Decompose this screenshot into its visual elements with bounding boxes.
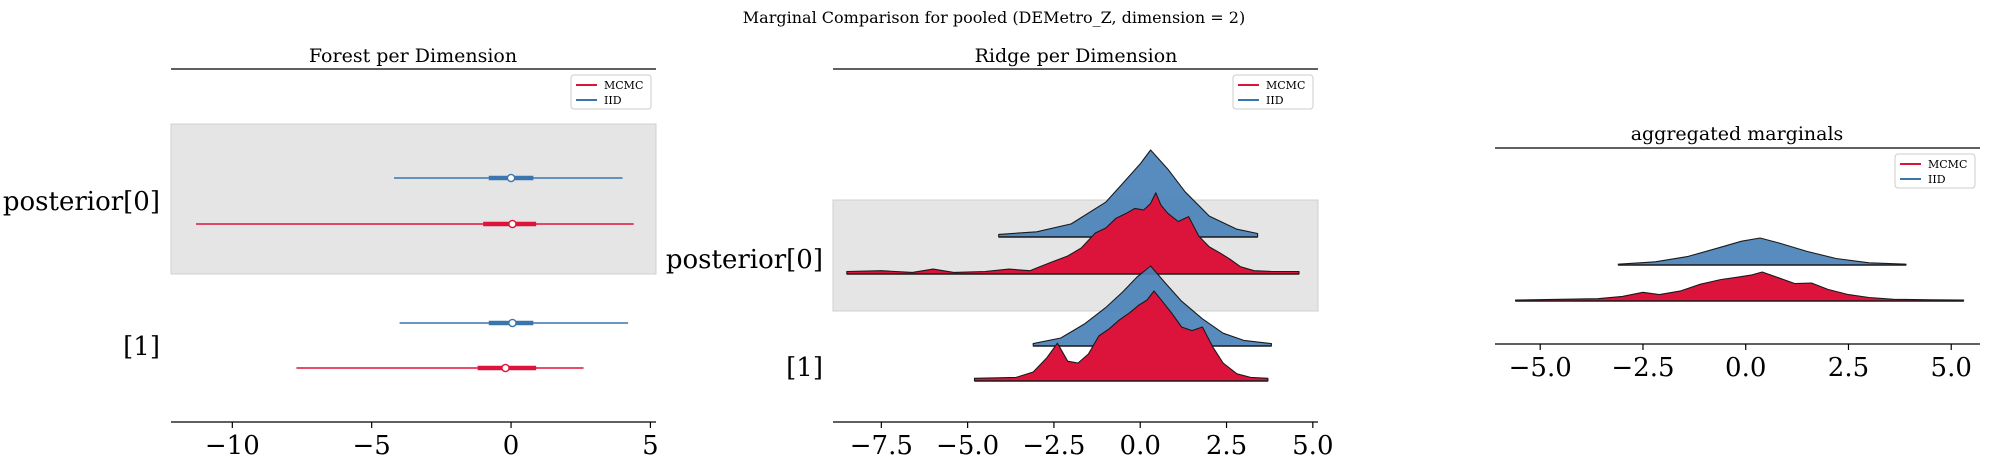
forest-marks	[196, 173, 634, 373]
ridge-x-tick-label: 5.0	[1292, 431, 1333, 461]
aggregated-x-tick-label: 0.0	[1725, 353, 1766, 383]
ridge-density-iid-row0	[998, 149, 1259, 238]
ridge-row-label-0: posterior[0]	[666, 245, 823, 275]
aggregated-density-iid-row0	[1617, 237, 1907, 266]
forest-legend: MCMC IID	[570, 74, 652, 110]
ridge-marks	[846, 149, 1300, 382]
ridge-legend-label-iid: IID	[1266, 94, 1284, 107]
forest-row-label-1: [1]	[123, 332, 160, 362]
forest-title: Forest per Dimension	[309, 45, 517, 67]
forest-legend-label-mcmc: MCMC	[604, 79, 643, 92]
ridge-x-tick-label: 0.0	[1120, 431, 1161, 461]
forest-row-label-0: posterior[0]	[3, 187, 160, 217]
forest-x-tick-label: 5	[642, 431, 659, 461]
forest-median-point-iid-row0	[506, 173, 516, 183]
aggregated-legend: MCMC IID	[1894, 153, 1976, 189]
ridge-density-mcmc-row1	[973, 290, 1269, 382]
forest-median-point-mcmc-row0	[508, 219, 517, 229]
forest-x-tick-label: −5	[353, 431, 391, 461]
ridge-x-tick-label: 2.5	[1206, 431, 1247, 461]
aggregated-x-tick-label: −2.5	[1611, 353, 1674, 383]
aggregated-panel: aggregated marginals −5.0 −2.5 0.0 2.5 5.0 M…	[1495, 123, 1980, 383]
aggregated-x-tick-label: 2.5	[1828, 353, 1869, 383]
ridge-row-label-1: [1]	[786, 353, 823, 383]
forest-x-tick-label: 0	[503, 431, 520, 461]
ridge-legend: MCMC IID	[1232, 74, 1314, 110]
figure-suptitle: Marginal Comparison for pooled (DEMetro_…	[743, 8, 1245, 27]
forest-row-band	[170, 123, 657, 275]
ridge-x-tick-label: −7.5	[850, 431, 913, 461]
ridge-x-tick-label: −5.0	[936, 431, 999, 461]
ridge-title: Ridge per Dimension	[975, 45, 1178, 67]
ridge-density-mcmc-row0	[846, 192, 1300, 275]
aggregated-x-tick-label: −5.0	[1509, 353, 1572, 383]
aggregated-legend-label-iid: IID	[1928, 173, 1946, 186]
ridge-x-tick-label: −2.5	[1022, 431, 1085, 461]
forest-median-point-iid-row1	[508, 318, 517, 328]
aggregated-x-ticks: −5.0 −2.5 0.0 2.5 5.0	[1509, 344, 1972, 383]
forest-x-tick-label: −10	[205, 431, 260, 461]
ridge-panel: Ridge per Dimension posterior[0] [1] −7.…	[666, 45, 1334, 461]
forest-panel: Forest per Dimension posterior[0] [1] −1…	[3, 45, 659, 461]
aggregated-x-tick-label: 5.0	[1931, 353, 1972, 383]
aggregated-legend-label-mcmc: MCMC	[1928, 158, 1967, 171]
ridge-x-ticks: −7.5 −5.0 −2.5 0.0 2.5 5.0	[850, 422, 1334, 461]
aggregated-title: aggregated marginals	[1631, 123, 1844, 145]
forest-legend-label-iid: IID	[604, 94, 622, 107]
ridge-legend-label-mcmc: MCMC	[1266, 79, 1305, 92]
forest-median-point-mcmc-row1	[501, 363, 510, 373]
aggregated-density-mcmc-row1	[1515, 271, 1965, 302]
aggregated-marks	[1515, 237, 1965, 302]
forest-x-ticks: −10 −5 0 5	[205, 422, 659, 461]
